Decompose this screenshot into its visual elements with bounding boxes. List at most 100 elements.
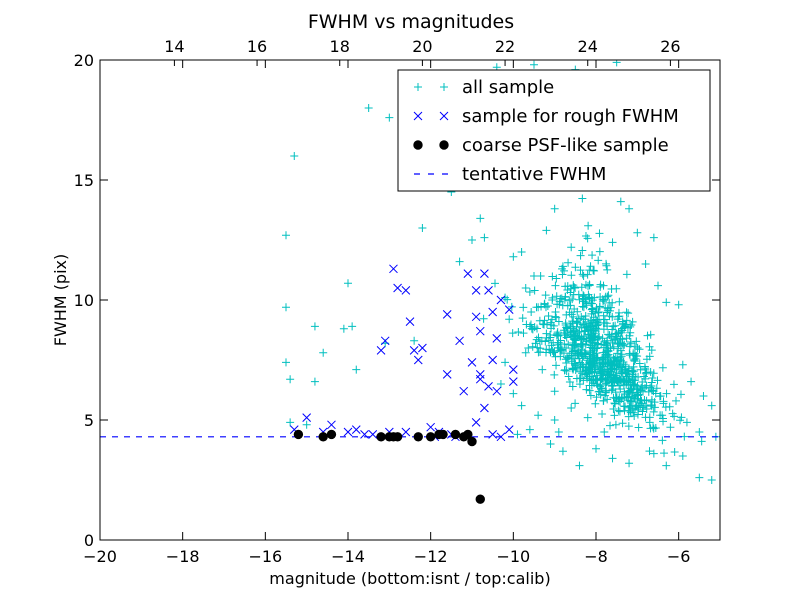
all-sample-point — [652, 384, 661, 393]
all-sample-point — [562, 358, 571, 367]
all-sample-point — [576, 251, 585, 260]
all-sample-point — [534, 333, 543, 342]
rough-sample-point — [471, 418, 481, 427]
all-sample-point — [517, 401, 526, 410]
all-sample-point — [595, 247, 604, 256]
all-sample-point — [501, 358, 510, 367]
all-sample-point — [548, 295, 557, 304]
all-sample-point — [567, 271, 576, 280]
all-sample-point — [571, 399, 580, 408]
all-sample-point — [625, 351, 634, 360]
legend-label: all sample — [462, 77, 554, 98]
plot-frame — [99, 59, 721, 541]
psf-sample-point — [413, 432, 423, 442]
all-sample-point — [571, 334, 580, 343]
all-sample-point — [642, 404, 651, 413]
series-psf-sample — [293, 429, 485, 504]
all-sample-point — [592, 324, 600, 333]
all-sample-point — [562, 366, 571, 375]
all-sample-point — [629, 408, 638, 417]
all-sample-point — [615, 407, 624, 416]
all-sample-point — [595, 229, 604, 238]
all-sample-point — [676, 390, 685, 399]
all-sample-point — [622, 316, 631, 325]
all-sample-point — [682, 418, 691, 427]
all-sample-point — [519, 329, 528, 338]
all-sample-point — [565, 378, 574, 387]
all-sample-point — [599, 281, 608, 290]
all-sample-point — [542, 329, 551, 338]
all-sample-point — [614, 328, 623, 337]
all-sample-point — [637, 396, 646, 405]
all-sample-point — [588, 342, 597, 351]
rough-sample-point — [409, 346, 419, 355]
all-sample-point — [593, 339, 602, 348]
rough-sample-point — [484, 286, 493, 295]
all-sample-point — [480, 233, 489, 242]
all-sample-point — [556, 336, 565, 345]
all-sample-point — [658, 436, 667, 445]
all-sample-point — [594, 315, 603, 324]
rough-sample-point — [492, 386, 502, 396]
all-sample-point — [578, 294, 587, 303]
all-sample-point — [543, 301, 552, 310]
legend-entry: coarse PSF-like sample — [413, 135, 669, 156]
all-sample-point — [580, 327, 589, 336]
all-sample-point — [565, 308, 574, 317]
all-sample-point — [563, 324, 572, 333]
all-sample-point — [624, 364, 633, 373]
all-sample-point — [364, 104, 373, 112]
all-sample-point — [599, 396, 608, 405]
legend-entry: sample for rough FWHM — [413, 106, 679, 127]
all-sample-point — [552, 292, 561, 301]
all-sample-point — [562, 344, 571, 353]
rough-sample-point — [475, 370, 485, 379]
all-sample-point — [610, 411, 619, 420]
all-sample-point — [592, 444, 600, 453]
all-sample-point — [603, 395, 612, 404]
all-sample-point — [538, 365, 547, 374]
all-sample-point — [603, 292, 612, 301]
all-sample-point — [622, 270, 631, 279]
rough-sample-point — [475, 374, 485, 384]
all-sample-point — [585, 281, 594, 290]
legend-label: sample for rough FWHM — [462, 106, 679, 127]
all-sample-point — [678, 360, 687, 369]
all-sample-point — [635, 359, 644, 368]
all-sample-point — [503, 295, 512, 304]
rough-sample-point — [401, 286, 411, 295]
all-sample-point — [546, 318, 555, 327]
all-sample-point — [659, 417, 668, 426]
all-sample-point — [608, 298, 617, 307]
all-sample-point — [599, 311, 608, 320]
all-sample-point — [517, 248, 526, 256]
all-sample-cloud — [479, 194, 706, 458]
all-sample-point — [571, 283, 580, 292]
all-sample-point — [610, 399, 619, 408]
all-sample-point — [620, 340, 629, 349]
all-sample-point — [608, 312, 617, 321]
all-sample-point — [348, 322, 357, 331]
all-sample-point — [410, 336, 419, 345]
all-sample-point — [660, 449, 669, 458]
all-sample-point — [707, 401, 716, 410]
top-tick-label: 16 — [247, 37, 267, 56]
all-sample-point — [534, 411, 543, 420]
top-tick-label: 26 — [660, 37, 680, 56]
all-sample-point — [533, 343, 542, 352]
all-sample-point — [585, 266, 594, 275]
all-sample-point — [633, 391, 642, 400]
all-sample-point — [707, 476, 716, 484]
all-sample-point — [653, 376, 662, 385]
all-sample-point — [611, 321, 620, 330]
all-sample-point — [282, 303, 290, 312]
all-sample-point — [647, 346, 656, 355]
all-sample-point — [613, 378, 622, 387]
psf-sample-point — [392, 432, 403, 442]
all-sample-point — [553, 328, 562, 337]
all-sample-point — [606, 421, 615, 430]
rough-sample-point — [463, 269, 473, 278]
all-sample-point — [567, 404, 576, 412]
all-sample-point — [508, 329, 517, 338]
all-sample-point — [634, 423, 643, 432]
